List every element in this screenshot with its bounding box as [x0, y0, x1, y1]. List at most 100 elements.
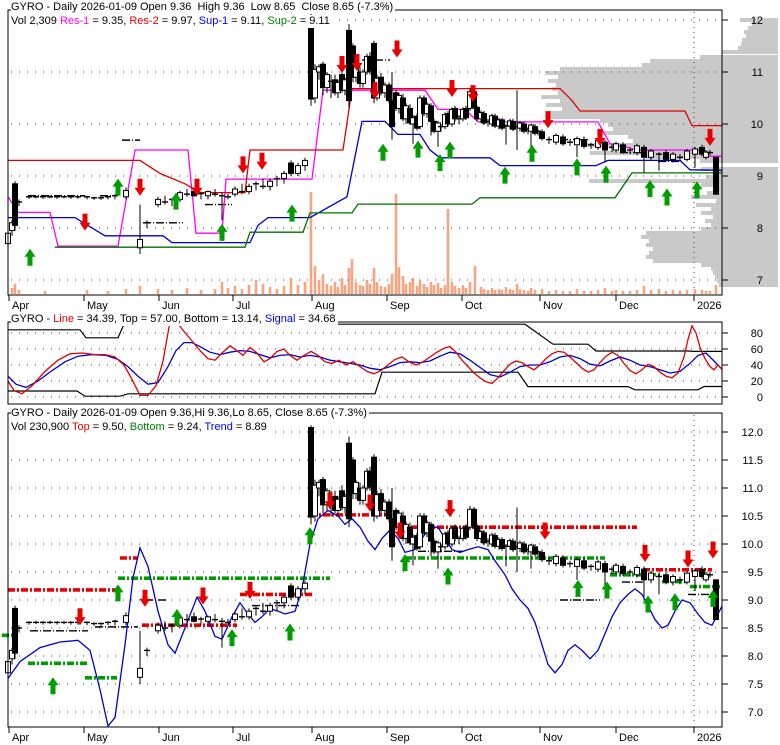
volume-bar — [515, 284, 519, 294]
volume-bar — [383, 287, 387, 294]
down-arrow-icon — [542, 111, 554, 129]
axis-label: 7.5 — [748, 679, 763, 691]
candle — [205, 616, 211, 622]
candle — [302, 582, 308, 590]
candle — [663, 574, 669, 583]
candle — [670, 575, 676, 583]
header-segment: = 9.50, — [89, 421, 130, 433]
volume-bar — [540, 289, 544, 294]
up-arrow-icon — [47, 677, 59, 695]
panel3-title: GYRO - Daily 2026-01-09 Open 9.36,Hi 9.3… — [11, 407, 369, 420]
volume-profile-bar — [711, 207, 778, 211]
down-arrow-icon — [197, 587, 209, 605]
volume-bar — [415, 286, 419, 294]
volume-bar — [603, 288, 607, 294]
candle — [386, 84, 392, 102]
volume-profile-bar — [548, 79, 778, 83]
volume-profile-bar — [691, 195, 778, 199]
down-arrow-icon — [682, 550, 694, 568]
volume-bar — [226, 288, 230, 294]
candle — [560, 557, 566, 566]
volume-bar — [554, 290, 558, 294]
header-segment: Sup-2 — [267, 15, 297, 27]
up-arrow-icon — [600, 165, 612, 183]
up-arrow-icon — [707, 589, 719, 607]
volume-bar — [368, 284, 372, 294]
up-arrow-icon — [434, 154, 446, 172]
volume-bar — [657, 289, 661, 294]
candle — [137, 667, 143, 678]
header-segment: Top — [71, 421, 90, 433]
volume-bar — [170, 290, 174, 294]
up-arrow-icon — [444, 141, 456, 159]
volume-profile-bar — [705, 219, 778, 223]
header-segment: Res-2 — [129, 15, 159, 27]
volume-bar — [156, 289, 160, 294]
volume-profile-bar — [560, 67, 778, 71]
series-line-sup-1 — [8, 120, 723, 244]
candle — [539, 551, 545, 561]
volume-bar — [220, 282, 224, 294]
plot-area[interactable] — [8, 322, 722, 404]
volume-bar — [610, 291, 614, 294]
volume-profile-bar — [649, 239, 778, 243]
volume-bar — [350, 259, 354, 294]
volume-bar — [325, 284, 329, 294]
volume-bar — [621, 291, 625, 294]
panel2-title: GYRO - Line = 34.39, Top = 57.00, Bottom… — [11, 313, 338, 326]
volume-bar — [500, 290, 504, 294]
volume-profile-bar — [558, 91, 778, 95]
axis-label: 9 — [757, 171, 763, 183]
candle — [288, 585, 294, 598]
series-line-top — [8, 323, 722, 352]
month-label: 2026 — [697, 300, 721, 312]
axis-label: 10.0 — [742, 539, 763, 551]
up-arrow-icon — [442, 567, 454, 585]
volume-bar — [704, 291, 708, 294]
volume-bar — [450, 282, 454, 294]
up-arrow-icon — [526, 144, 538, 162]
volume-bar — [213, 289, 217, 294]
volume-bar — [233, 286, 237, 294]
candle — [539, 131, 545, 140]
header-segment: = 34.39, Top = 57.00, Bottom = 13.14, — [73, 313, 265, 325]
volume-bar — [575, 289, 579, 294]
candle — [295, 165, 301, 174]
up-arrow-icon — [170, 192, 182, 210]
header-segment: = 9.11 — [296, 15, 330, 27]
candle — [389, 518, 395, 548]
header-segment: = 9.24, — [164, 421, 205, 433]
volume-bar — [43, 291, 47, 294]
up-arrow-icon — [304, 527, 316, 545]
volume-bar — [303, 282, 307, 294]
volume-profile-bar — [719, 283, 778, 287]
volume-bar — [457, 288, 461, 294]
volume-profile-bar — [650, 59, 778, 63]
header-segment: Vol 230,900 — [11, 421, 72, 433]
up-arrow-icon — [171, 608, 183, 626]
candle — [499, 539, 505, 549]
volume-bar — [461, 285, 465, 294]
candle — [532, 126, 538, 134]
candle — [481, 113, 487, 124]
candle — [246, 610, 252, 618]
volume-bar — [422, 284, 426, 294]
month-label: 2026 — [697, 732, 721, 744]
candle — [281, 172, 287, 180]
up-arrow-icon — [377, 143, 389, 161]
candle — [308, 427, 314, 518]
up-arrow-icon — [112, 178, 124, 196]
down-arrow-icon — [244, 581, 256, 599]
volume-bar — [582, 291, 586, 294]
axis-label: 40 — [751, 360, 763, 372]
volume-bar — [401, 276, 405, 294]
volume-bar — [13, 284, 17, 294]
header-segment: Sup-1 — [198, 15, 229, 27]
down-arrow-icon — [191, 178, 203, 196]
candle — [574, 559, 580, 567]
volume-profile-bar — [746, 34, 778, 38]
volume-bar — [347, 268, 351, 294]
candle — [602, 141, 608, 151]
month-label: Oct — [465, 300, 482, 312]
